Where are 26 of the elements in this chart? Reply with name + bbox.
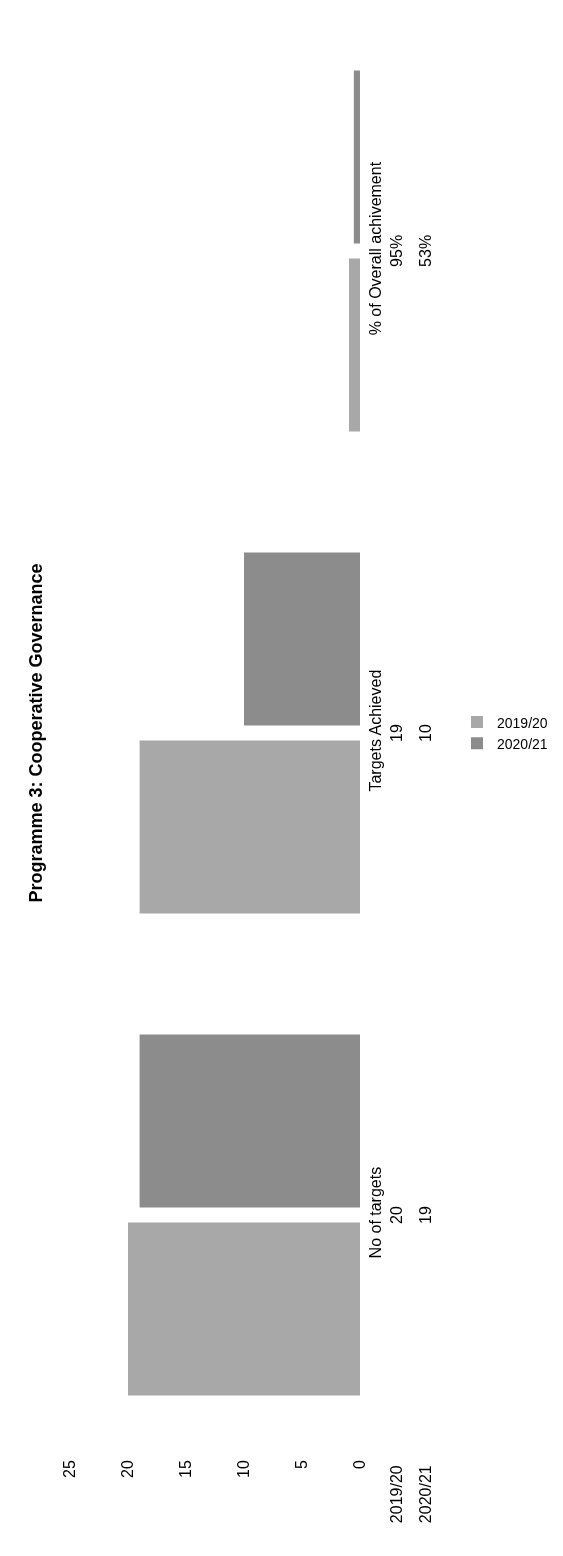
data-label: 53% [416,234,434,267]
data-label: 20 [387,1206,405,1224]
data-label: 10 [416,724,434,742]
legend-label: 2019/20 [497,714,548,731]
y-tick-label: No of targets [367,1166,384,1259]
data-label: 19 [387,724,405,742]
x-tick-label: 5 [293,1460,311,1470]
text: Programme 3: Cooperative Governance [25,563,46,903]
bar [139,1034,360,1208]
text: 2019/20 [387,1465,405,1524]
data-label: 95% [387,234,405,267]
bar [348,258,360,432]
bar [139,740,360,914]
bar [353,70,360,244]
bar [128,1222,360,1396]
y-tick-label: Targets Achieved [367,669,384,792]
data-label: 19 [416,1206,434,1224]
x-tick-label: 0 [351,1460,369,1470]
text: 2020/21 [416,1465,434,1524]
bar [244,552,360,726]
x-tick-label: 10 [235,1460,253,1478]
x-tick-label: 25 [61,1460,79,1478]
x-tick-label: 20 [119,1460,137,1478]
legend-label: 2020/21 [497,735,548,752]
y-tick-label: % of Overall achivement [367,161,384,336]
x-tick-label: 15 [177,1460,195,1478]
